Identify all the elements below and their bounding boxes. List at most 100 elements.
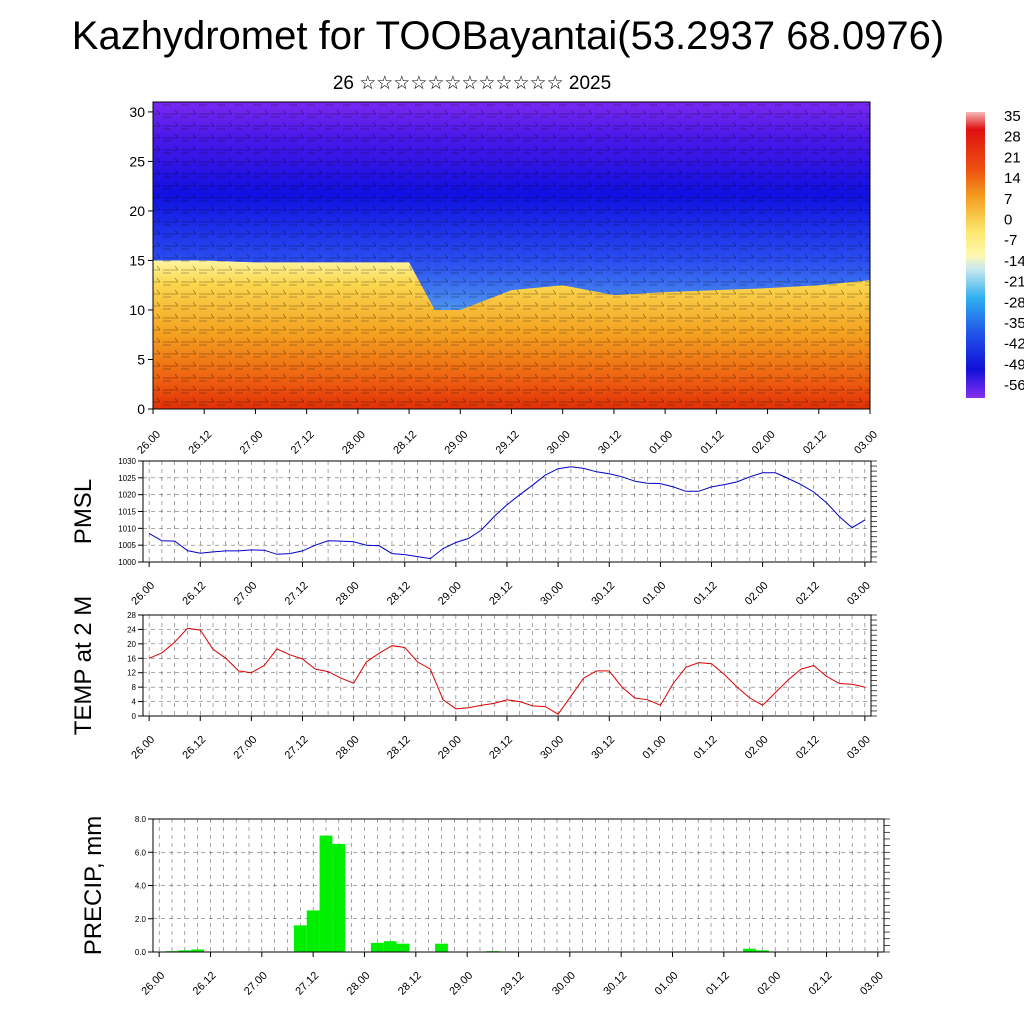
x-tick-label: 26.12 — [180, 734, 208, 762]
y-tick-label: 4 — [132, 698, 137, 707]
y-tick-label: 1005 — [118, 541, 136, 550]
x-tick-label: 29.12 — [487, 580, 515, 608]
x-tick-label: 27.12 — [283, 734, 311, 762]
precip-bar — [306, 910, 320, 952]
y-tick-label: 8.0 — [135, 815, 147, 824]
y-tick-label: 1020 — [118, 491, 136, 500]
chart-subtitle: 26 ☆☆☆☆☆☆☆☆☆☆☆☆ 2025 — [332, 73, 612, 94]
precip-bar — [435, 943, 448, 952]
x-tick-label: 28.00 — [345, 970, 373, 998]
y-tick-label: 8 — [132, 683, 137, 692]
x-tick-label: 27.00 — [232, 580, 260, 608]
y-tick-label: 24 — [127, 625, 136, 634]
pmsl-ylabel: PMSL — [70, 479, 97, 544]
x-tick-label: 29.00 — [447, 970, 475, 998]
colorbar — [966, 112, 985, 398]
x-tick-label: 01.00 — [647, 429, 675, 457]
x-tick-label: 30.12 — [601, 970, 629, 998]
x-tick-label: 26.00 — [129, 580, 157, 608]
colorbar-label: 28 — [1004, 129, 1021, 146]
y-tick-label: 6.0 — [135, 848, 147, 857]
x-tick-label: 27.12 — [289, 429, 317, 457]
x-tick-label: 30.12 — [596, 429, 624, 457]
x-tick-label: 01.12 — [704, 970, 732, 998]
pmsl-frame — [142, 460, 872, 563]
x-tick-label: 29.00 — [436, 580, 464, 608]
colorbar-label: -28 — [1004, 294, 1024, 311]
precip-frame — [152, 818, 885, 953]
precip-bar — [178, 950, 192, 952]
precip-bar — [332, 843, 346, 952]
x-tick-label: 01.00 — [641, 734, 669, 762]
x-tick-label: 28.12 — [396, 970, 424, 998]
y-tick-label: 0 — [132, 712, 137, 721]
x-tick-label: 26.12 — [191, 970, 219, 998]
y-tick-label: 12 — [127, 669, 136, 678]
wind-barbs — [153, 102, 870, 409]
precip-bar — [396, 943, 410, 952]
colorbar-label: -42 — [1004, 336, 1024, 353]
precip-ylabel: PRECIP, mm — [80, 816, 107, 956]
y-tick-label: 30 — [129, 104, 145, 120]
x-tick-label: 02.12 — [794, 734, 822, 762]
heatmap-field — [153, 102, 870, 409]
x-tick-label: 01.12 — [692, 734, 720, 762]
precip-bar — [370, 942, 384, 952]
colorbar-label: 35 — [1004, 108, 1021, 125]
colorbar-label: 14 — [1004, 170, 1021, 187]
x-tick-label: 26.12 — [180, 580, 208, 608]
x-tick-label: 29.00 — [442, 429, 470, 457]
x-tick-label: 02.12 — [807, 970, 835, 998]
x-tick-label: 30.12 — [589, 580, 617, 608]
x-tick-label: 26.12 — [186, 429, 214, 457]
x-tick-label: 28.00 — [340, 429, 368, 457]
x-tick-label: 28.12 — [385, 580, 413, 608]
colorbar-label: -56 — [1004, 377, 1024, 394]
y-tick-label: 0 — [137, 401, 145, 417]
x-tick-label: 02.12 — [794, 580, 822, 608]
x-tick-label: 27.12 — [283, 580, 311, 608]
x-tick-label: 30.12 — [589, 734, 617, 762]
y-tick-label: 20 — [127, 640, 136, 649]
pmsl-line — [148, 466, 866, 560]
y-tick-label: 25 — [129, 153, 145, 169]
y-tick-label: 28 — [127, 611, 136, 620]
y-tick-label: 1000 — [118, 558, 136, 567]
colorbar-label: 0 — [1004, 212, 1012, 229]
colorbar-label: -14 — [1004, 253, 1024, 270]
x-tick-label: 27.00 — [232, 734, 260, 762]
x-tick-label: 30.00 — [550, 970, 578, 998]
x-tick-label: 29.12 — [499, 970, 527, 998]
y-tick-label: 15 — [129, 252, 145, 268]
colorbar-label: 21 — [1004, 149, 1021, 166]
x-tick-label: 27.00 — [242, 970, 270, 998]
x-tick-label: 29.12 — [487, 734, 515, 762]
temp-ylabel: TEMP at 2 M — [70, 596, 97, 736]
x-tick-label: 28.00 — [334, 734, 362, 762]
x-tick-label: 03.00 — [858, 970, 886, 998]
y-tick-label: 4.0 — [135, 882, 147, 891]
colorbar-label: 7 — [1004, 191, 1012, 208]
temp-line — [148, 627, 866, 715]
x-tick-label: 03.00 — [852, 429, 880, 457]
x-tick-label: 29.12 — [494, 429, 522, 457]
precip-bar — [191, 949, 205, 952]
x-tick-label: 26.00 — [135, 429, 163, 457]
y-tick-label: 20 — [129, 203, 145, 219]
x-tick-label: 29.00 — [436, 734, 464, 762]
x-tick-label: 01.00 — [653, 970, 681, 998]
x-tick-label: 01.00 — [641, 580, 669, 608]
x-tick-label: 02.00 — [755, 970, 783, 998]
precip-bar — [743, 948, 756, 952]
y-tick-label: 5 — [137, 351, 145, 367]
colorbar-label: -21 — [1004, 274, 1024, 291]
x-tick-label: 26.00 — [129, 734, 157, 762]
colorbar-label: -7 — [1004, 232, 1017, 249]
x-tick-label: 02.00 — [743, 580, 771, 608]
y-tick-label: 1015 — [118, 508, 136, 517]
x-tick-label: 02.12 — [801, 429, 829, 457]
precip-bar — [383, 941, 397, 952]
y-tick-label: 1010 — [118, 524, 136, 533]
precip-bar — [755, 950, 769, 952]
